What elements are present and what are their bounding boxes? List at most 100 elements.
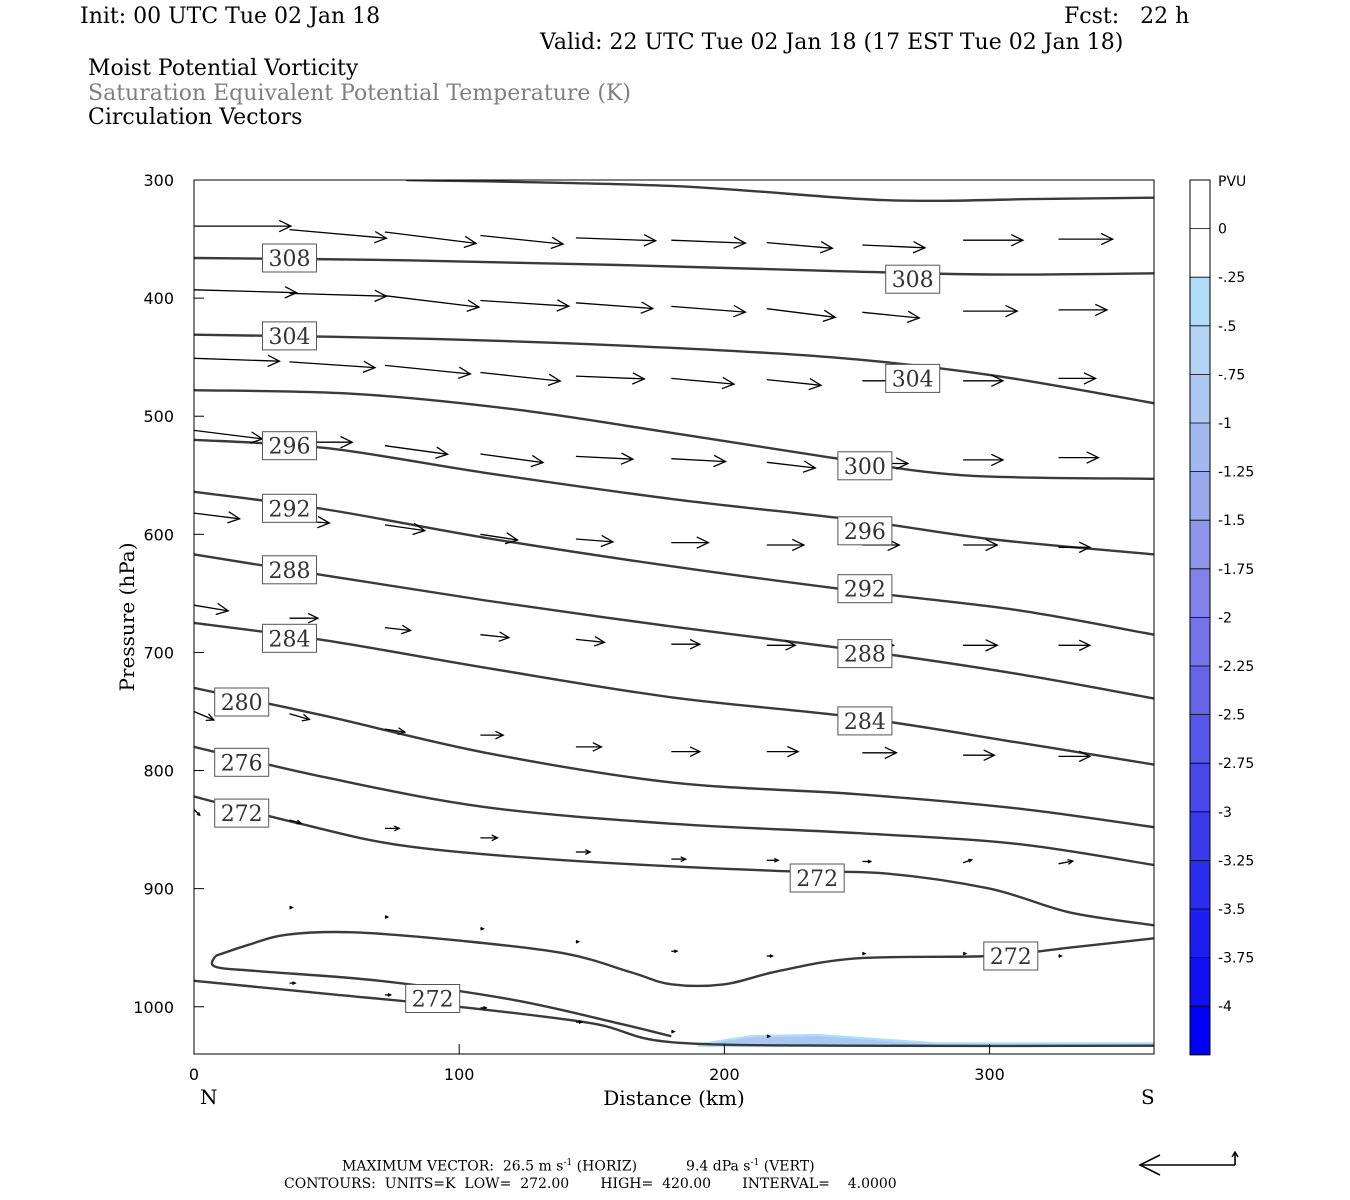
- contour-line-272: [194, 795, 1154, 927]
- vector-head: [412, 522, 427, 536]
- vector-head: [480, 926, 485, 931]
- vector-head: [600, 534, 615, 548]
- vector-head: [1086, 451, 1100, 464]
- vector-shaft: [862, 311, 920, 319]
- colorbar-swatch: [1190, 1006, 1210, 1056]
- vector-head: [483, 1006, 488, 1010]
- vector-shaft: [384, 364, 471, 375]
- vector-head: [643, 234, 658, 247]
- vector-head: [680, 856, 688, 863]
- contour-label-292: 292: [262, 493, 317, 523]
- contour-label-box: [837, 706, 893, 736]
- contour-label-272: 272: [214, 798, 270, 828]
- wind-vector: [1058, 541, 1092, 554]
- contour-line-284: [194, 621, 1154, 766]
- wind-vector: [289, 612, 320, 624]
- wind-vector: [194, 809, 201, 817]
- wind-vector: [480, 532, 519, 545]
- vector-head: [689, 638, 702, 650]
- vector-head: [1100, 232, 1115, 246]
- wind-vector: [575, 1020, 584, 1024]
- wind-vector: [575, 534, 615, 548]
- y-tick-label: 1000: [133, 998, 174, 1017]
- contour-line-272: [194, 979, 1154, 1048]
- horiz-exponent: -1: [563, 1158, 573, 1168]
- wind-vector: [480, 371, 562, 387]
- vector-head: [689, 746, 702, 757]
- colorbar-swatch: [1190, 860, 1210, 910]
- vector-shaft: [766, 461, 816, 469]
- contour-label-box: [262, 243, 317, 273]
- colorbar-swatch: [1190, 277, 1210, 327]
- contour-line-300: [194, 389, 1154, 480]
- contour-line-276: [194, 745, 1154, 867]
- wind-vector: [1058, 303, 1109, 317]
- contour-line-296: [194, 438, 1154, 556]
- vector-head: [862, 951, 867, 956]
- vector-head: [397, 727, 407, 736]
- wind-vector: [766, 460, 817, 473]
- colorbar-swatch: [1190, 763, 1210, 813]
- wind-vector: [289, 289, 388, 303]
- wind-vector: [384, 624, 413, 635]
- vector-head: [498, 631, 511, 642]
- colorbar-level-label: -4: [1218, 999, 1232, 1015]
- y-tick-label: 400: [143, 289, 174, 308]
- contour-label-308: 308: [885, 264, 941, 294]
- wind-vector: [766, 241, 834, 254]
- axes: 300 400 500 600 700 800 900 1000 0 100 200 300: [133, 171, 1005, 1084]
- vector-head: [962, 951, 968, 956]
- contour-label-box: [214, 747, 270, 777]
- vector-shaft: [289, 819, 302, 824]
- init-time: Init: 00 UTC Tue 02 Jan 18: [80, 4, 381, 29]
- wind-vector: [671, 304, 747, 318]
- vector-head: [394, 825, 401, 832]
- wind-vector: [575, 849, 592, 855]
- vector-head: [968, 858, 974, 863]
- wind-vector: [1058, 232, 1115, 246]
- contour-label-text: 308: [269, 247, 311, 272]
- vector-shaft: [194, 512, 240, 520]
- vector-head: [983, 749, 996, 761]
- wind-vector: [480, 299, 571, 312]
- vector-head: [292, 981, 297, 985]
- x-tick-label: 300: [974, 1065, 1005, 1084]
- vector-shaft: [384, 445, 448, 455]
- vector-head: [802, 460, 817, 473]
- wind-vector: [289, 228, 388, 244]
- vector-shaft: [289, 361, 376, 369]
- wind-vector: [289, 905, 294, 910]
- colorbar-level-label: -.75: [1218, 367, 1245, 383]
- valid-time: Valid: 22 UTC Tue 02 Jan 18 (17 EST Tue …: [540, 30, 1124, 55]
- contour-label-text: 284: [269, 627, 311, 652]
- vector-head: [575, 939, 581, 944]
- colorbar-level-label: -3.5: [1218, 902, 1245, 918]
- vector-head: [733, 304, 747, 318]
- wind-vector: [671, 536, 710, 549]
- contour-label-box: [789, 863, 845, 893]
- contour-label-292: 292: [837, 574, 893, 604]
- pv-colorbar: 0 -.25 -.5 -.75 -1 -1.25 -1.5 -1.75 -2 -2.25 -2.5 -…: [1189, 179, 1254, 1056]
- x-axis-label: Distance (km): [603, 1086, 745, 1110]
- vector-shaft: [194, 289, 297, 294]
- x-tick-label: 0: [189, 1065, 199, 1084]
- wind-vector: [963, 749, 996, 761]
- colorbar-swatch: [1190, 617, 1210, 667]
- vector-head: [620, 452, 635, 465]
- wind-vector: [671, 746, 702, 757]
- contour-label-276: 276: [214, 747, 270, 777]
- vector-shaft: [194, 604, 229, 612]
- contour-label-text: 284: [844, 710, 886, 735]
- contour-line-288: [194, 553, 1154, 700]
- contour-label-box: [837, 451, 893, 481]
- colorbar-swatch: [1190, 568, 1210, 618]
- vector-shaft: [480, 299, 569, 307]
- vector-head: [296, 819, 303, 825]
- colorbar-swatch: [1190, 423, 1210, 472]
- contour-label-text: 272: [796, 867, 838, 892]
- wind-vector: [194, 286, 299, 299]
- contour-label-box: [214, 798, 270, 828]
- vector-shaft: [575, 455, 633, 460]
- vector-head: [307, 612, 320, 624]
- contour-label-288: 288: [837, 639, 893, 669]
